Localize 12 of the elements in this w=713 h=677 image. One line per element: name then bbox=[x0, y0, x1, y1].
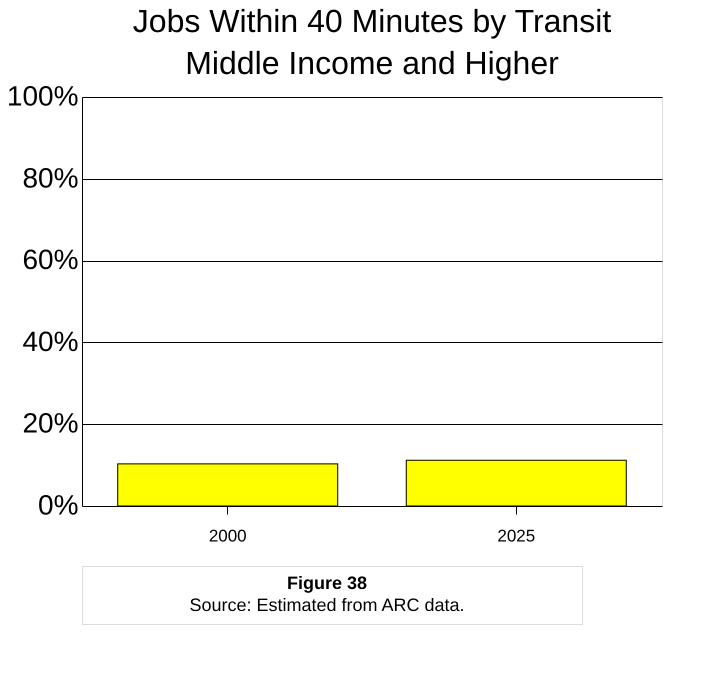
y-tick-label: 20% bbox=[22, 408, 78, 439]
chart-subtitle: Middle Income and Higher bbox=[185, 45, 560, 81]
y-tick-label: 0% bbox=[38, 490, 78, 520]
chart-title: Jobs Within 40 Minutes by Transit bbox=[132, 3, 612, 39]
caption: Figure 38 bbox=[286, 573, 368, 593]
y-tick-label: 60% bbox=[22, 244, 78, 276]
y-tick-label: 80% bbox=[22, 162, 78, 194]
x-tick-label: 2025 bbox=[497, 526, 536, 546]
y-tick-label: 100% bbox=[6, 80, 78, 112]
x-tick-label: 2000 bbox=[208, 526, 247, 546]
y-tick-label: 40% bbox=[22, 326, 78, 357]
source-note: Source: Estimated from ARC data. bbox=[189, 595, 465, 615]
